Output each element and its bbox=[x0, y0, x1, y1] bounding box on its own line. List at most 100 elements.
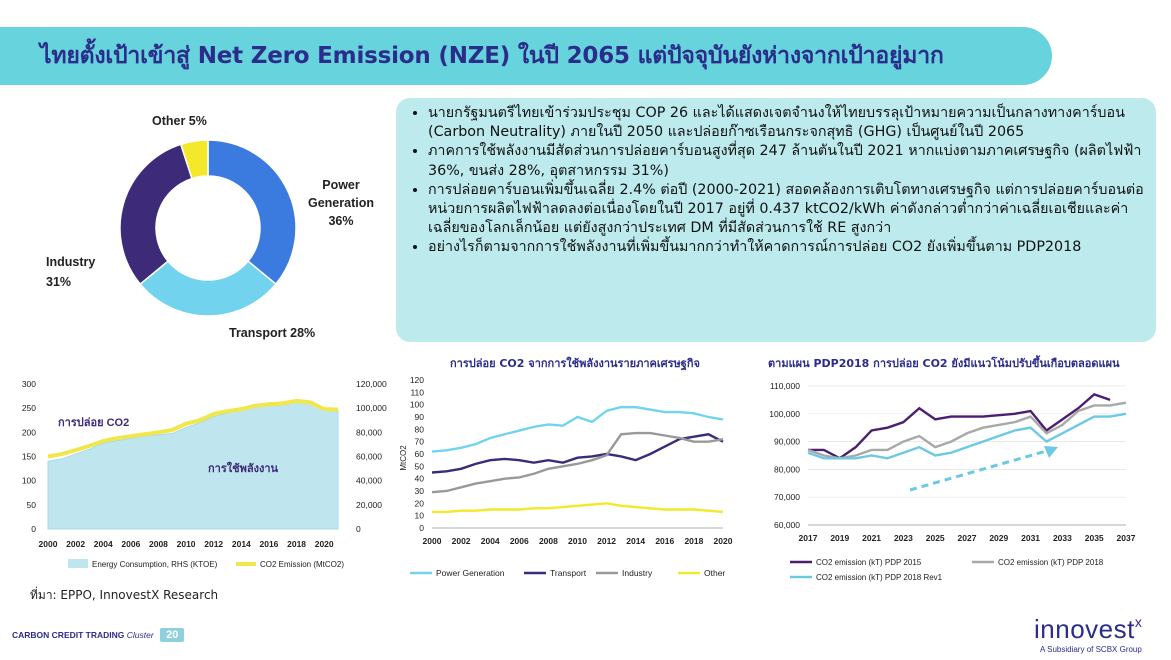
x-tick-label: 2008 bbox=[539, 536, 558, 546]
legend-co2: CO2 Emission (MtCO2) bbox=[260, 560, 344, 569]
y-axis-label: MtCO2 bbox=[400, 445, 408, 471]
y-tick-label: 0 bbox=[419, 523, 424, 533]
x-tick-label: 2035 bbox=[1085, 533, 1104, 543]
x-tick-label: 2012 bbox=[204, 539, 223, 549]
x-tick-label: 2010 bbox=[568, 536, 587, 546]
bullet-box: นายกรัฐมนตรีไทยเข้าร่วมประชุม COP 26 และ… bbox=[396, 98, 1156, 342]
series-line-co2-emission-kt-pdp-2018 bbox=[807, 401, 1127, 460]
x-tick-label: 2025 bbox=[926, 533, 945, 543]
bullet-item: อย่างไรก็ตามจากการใช้พลังงานที่เพิ่มขึ้น… bbox=[428, 238, 1144, 257]
series-line-transport bbox=[431, 433, 724, 474]
x-tick-label: 2014 bbox=[232, 539, 251, 549]
x-tick-label: 2006 bbox=[121, 539, 140, 549]
y-left-tick-label: 0 bbox=[31, 524, 36, 534]
y-left-tick-label: 50 bbox=[27, 500, 37, 510]
y-tick-label: 50 bbox=[415, 461, 425, 471]
legend-label: CO2 emission (kT) PDP 2015 bbox=[816, 558, 922, 567]
x-tick-label: 2019 bbox=[830, 533, 849, 543]
x-tick-label: 2018 bbox=[684, 536, 703, 546]
y-left-tick-label: 200 bbox=[22, 427, 36, 437]
y-right-tick-label: 120,000 bbox=[356, 379, 387, 389]
innovestx-logo: innovestx bbox=[1034, 614, 1142, 645]
y-right-tick-label: 100,000 bbox=[356, 403, 387, 413]
x-tick-label: 2018 bbox=[287, 539, 306, 549]
y-tick-label: 40 bbox=[415, 474, 425, 484]
donut-slice-industry bbox=[119, 143, 193, 286]
trend-arrow-head bbox=[1044, 446, 1058, 458]
legend-label: Power Generation bbox=[436, 568, 505, 578]
x-tick-label: 2014 bbox=[626, 536, 645, 546]
x-tick-label: 2010 bbox=[177, 539, 196, 549]
x-tick-label: 2027 bbox=[958, 533, 977, 543]
legend-swatch-energy bbox=[68, 559, 88, 568]
donut-chart bbox=[119, 139, 297, 317]
y-right-tick-label: 40,000 bbox=[356, 476, 382, 486]
logo-x: x bbox=[1134, 614, 1143, 630]
y-tick-label: 80,000 bbox=[774, 464, 800, 474]
y-tick-label: 30 bbox=[415, 486, 425, 496]
x-tick-label: 2004 bbox=[481, 536, 500, 546]
legend-swatch-co2 bbox=[236, 562, 256, 566]
x-tick-label: 2017 bbox=[799, 533, 818, 543]
label-industry: Industry 31% bbox=[46, 255, 96, 289]
series-line-industry bbox=[431, 431, 724, 494]
logo-text: innovest bbox=[1034, 614, 1135, 644]
x-tick-label: 2020 bbox=[315, 539, 334, 549]
y-right-tick-label: 0 bbox=[356, 524, 361, 534]
legend-label: Industry bbox=[622, 568, 653, 578]
x-tick-label: 2020 bbox=[714, 536, 733, 546]
legend-label: Other bbox=[704, 568, 725, 578]
x-tick-label: 2037 bbox=[1117, 533, 1136, 543]
x-tick-label: 2004 bbox=[94, 539, 113, 549]
bullet-item: การปล่อยคาร์บอนเพิ่มขึ้นเฉลี่ย 2.4% ต่อป… bbox=[428, 181, 1144, 239]
y-tick-label: 120 bbox=[410, 375, 424, 385]
y-tick-label: 60,000 bbox=[774, 520, 800, 530]
trend-arrow-line bbox=[909, 448, 1051, 492]
y-tick-label: 90 bbox=[415, 412, 425, 422]
pdp-co2-chart: 60,000 70,000 80,000 90,000 100,000 110,000 20… bbox=[769, 381, 1136, 582]
x-tick-label: 2006 bbox=[510, 536, 529, 546]
sector-chart-title: การปล่อย CO2 จากการใช้พลังงานรายภาคเศรษฐ… bbox=[450, 357, 700, 370]
x-tick-label: 2023 bbox=[894, 533, 913, 543]
legend-label: CO2 emission (kT) PDP 2018 Rev1 bbox=[816, 573, 943, 582]
annotation-energy: การใช้พลังงาน bbox=[208, 461, 278, 475]
x-tick-label: 2029 bbox=[989, 533, 1008, 543]
y-right-tick-label: 20,000 bbox=[356, 500, 382, 510]
legend-label: Transport bbox=[550, 568, 587, 578]
sector-co2-chart: 0 10 20 30 40 50 60 70 80 90 100 110 120 2000 2002 2004… bbox=[400, 375, 733, 578]
x-tick-label: 2000 bbox=[423, 536, 442, 546]
title-banner bbox=[0, 27, 1052, 85]
x-tick-label: 2016 bbox=[655, 536, 674, 546]
x-tick-label: 2012 bbox=[597, 536, 616, 546]
page-title: ไทยตั้งเป้าเข้าสู่ Net Zero Emission (NZ… bbox=[40, 43, 944, 69]
footer-cluster: Cluster bbox=[126, 630, 154, 640]
y-tick-label: 80 bbox=[415, 424, 425, 434]
annotation-co2: การปล่อย CO2 bbox=[58, 416, 129, 429]
donut-slice-other bbox=[179, 139, 209, 180]
donut-slice-transport bbox=[139, 260, 277, 317]
series-line-power-generation bbox=[431, 405, 724, 453]
y-tick-label: 100,000 bbox=[769, 409, 800, 419]
footer-label: CARBON CREDIT TRADING Cluster 20 bbox=[12, 628, 185, 642]
x-tick-label: 2008 bbox=[149, 539, 168, 549]
y-left-tick-label: 100 bbox=[22, 476, 36, 486]
legend-energy: Energy Consumption, RHS (KTOE) bbox=[92, 560, 218, 569]
label-other: Other 5% bbox=[152, 114, 207, 128]
source-note: ที่มา: EPPO, InnovestX Research bbox=[30, 588, 219, 602]
donut-slice-power-generation bbox=[207, 139, 297, 286]
series-line-co2-emission-kt-pdp-2015 bbox=[808, 392, 1111, 460]
bullet-item: นายกรัฐมนตรีไทยเข้าร่วมประชุม COP 26 และ… bbox=[428, 104, 1144, 142]
bullet-item: ภาคการใช้พลังงานมีสัดส่วนการปล่อยคาร์บอน… bbox=[428, 142, 1144, 180]
x-tick-label: 2031 bbox=[1021, 533, 1040, 543]
y-tick-label: 90,000 bbox=[774, 437, 800, 447]
series-line-co2-emission-kt-pdp-2018-rev1 bbox=[807, 412, 1127, 460]
y-tick-label: 70 bbox=[415, 437, 425, 447]
y-tick-label: 110,000 bbox=[770, 381, 800, 391]
pdp-chart-title: ตามแผน PDP2018 การปล่อย CO2 ยังมีแนวโน้ม… bbox=[768, 357, 1120, 370]
y-right-tick-label: 80,000 bbox=[356, 427, 382, 437]
y-tick-label: 60 bbox=[415, 449, 425, 459]
label-power: Power Generation 36% bbox=[308, 178, 374, 228]
x-tick-label: 2002 bbox=[452, 536, 471, 546]
x-tick-label: 2000 bbox=[39, 539, 58, 549]
footer-text: CARBON CREDIT TRADING bbox=[12, 630, 125, 640]
